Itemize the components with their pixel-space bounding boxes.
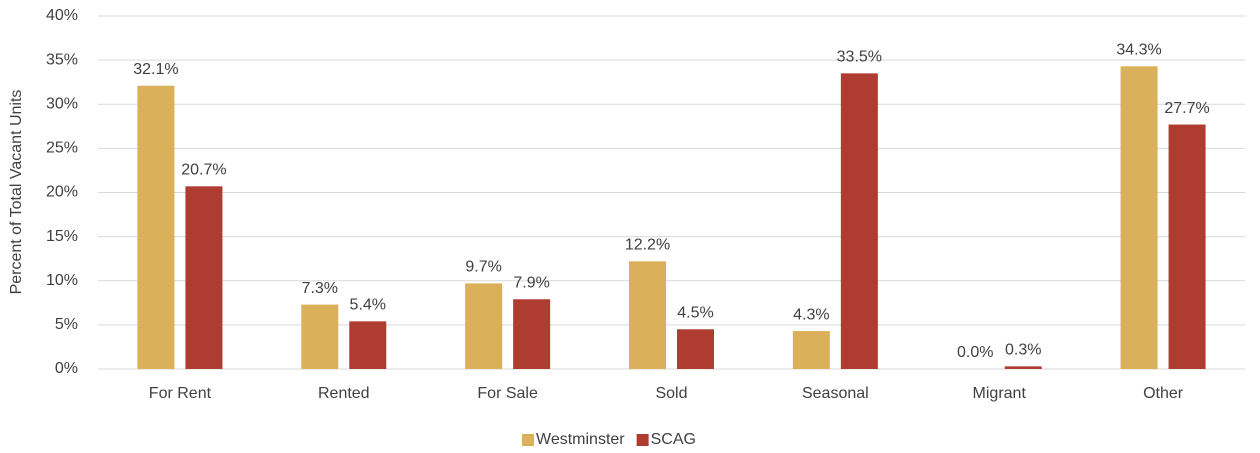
bar	[1004, 366, 1042, 369]
bar	[840, 73, 878, 370]
data-label: 20.7%	[181, 162, 226, 179]
data-label: 12.2%	[625, 237, 670, 254]
data-label: 27.7%	[1164, 100, 1209, 117]
y-tick-label: 35%	[46, 51, 78, 68]
bar	[185, 186, 223, 369]
x-tick-label: Rented	[318, 385, 370, 402]
x-tick-label: For Rent	[149, 385, 212, 402]
bar	[1120, 66, 1158, 370]
y-tick-label: 15%	[46, 228, 78, 245]
data-label: 34.3%	[1116, 42, 1161, 59]
data-label: 0.0%	[957, 344, 993, 361]
y-tick-label: 5%	[55, 316, 78, 333]
y-tick-label: 10%	[46, 272, 78, 289]
x-tick-label: Other	[1143, 385, 1184, 402]
y-tick-label: 25%	[46, 140, 78, 157]
y-tick-label: 20%	[46, 184, 78, 201]
bar	[629, 261, 666, 369]
data-label: 4.5%	[677, 305, 713, 322]
legend-swatch	[636, 434, 649, 446]
bar	[677, 329, 714, 369]
y-tick-label: 30%	[46, 95, 78, 112]
data-label: 7.3%	[302, 280, 338, 297]
bar	[792, 331, 830, 369]
data-label: 4.3%	[793, 306, 829, 323]
bar	[137, 85, 175, 369]
x-tick-label: Migrant	[973, 385, 1027, 402]
bar	[349, 321, 387, 369]
y-axis-label: Percent of Total Vacant Units	[8, 90, 25, 295]
data-label: 32.1%	[133, 61, 178, 78]
data-label: 33.5%	[837, 49, 882, 66]
x-tick-label: For Sale	[477, 385, 538, 402]
data-label: 9.7%	[465, 259, 501, 276]
data-label: 5.4%	[350, 297, 386, 314]
bar	[465, 283, 503, 369]
bar	[301, 304, 339, 369]
bar	[1168, 124, 1206, 369]
legend-swatch	[522, 434, 534, 446]
data-label: 0.3%	[1005, 342, 1041, 359]
x-tick-label: Sold	[655, 385, 687, 402]
y-tick-label: 40%	[46, 7, 78, 24]
data-label: 7.9%	[513, 275, 549, 292]
legend-label: SCAG	[651, 431, 696, 448]
y-tick-label: 0%	[55, 360, 78, 377]
bar	[513, 299, 551, 369]
legend-label: Westminster	[536, 431, 625, 448]
x-tick-label: Seasonal	[802, 385, 869, 402]
